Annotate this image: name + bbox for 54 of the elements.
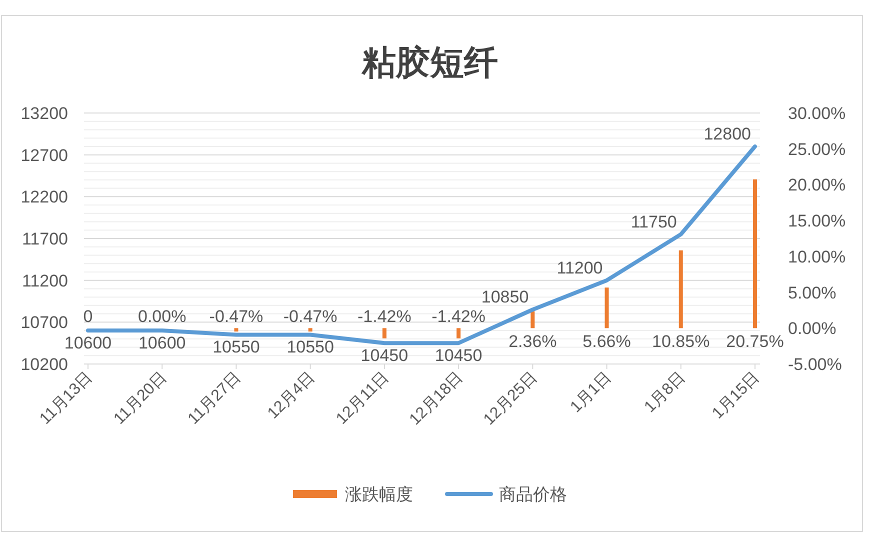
bar [308,328,312,332]
y2-tick-label: -5.00% [788,355,842,374]
data-label: 10600 [64,334,112,353]
y2-tick-label: 30.00% [788,104,846,123]
chart-title: 粘胶短纤 [361,44,498,82]
y-tick-label: 12200 [20,188,68,207]
y2-tick-label: 5.00% [788,283,836,302]
y-tick-label: 11200 [22,271,68,290]
data-label: -1.42% [358,307,412,326]
x-tick-label: 12月4日 [264,368,318,422]
y-tick-label: 12700 [20,146,68,165]
x-tick-label: 12月18日 [406,368,466,429]
y-tick-label: 13200 [20,104,68,123]
data-label: 10450 [434,346,482,366]
x-tick-label: 12月25日 [480,368,540,429]
legend-label: 涨跌幅度 [345,485,413,504]
data-label: -0.47% [283,307,338,326]
data-label: 11750 [630,212,677,232]
y2-tick-label: 15.00% [788,212,846,231]
data-label: 10550 [212,338,260,357]
x-tick-label: 1月1日 [567,368,615,416]
data-label: 5.66% [582,332,631,352]
data-label: 11200 [556,258,603,278]
y2-tick-label: 20.00% [788,176,846,195]
data-label: 10600 [138,334,186,353]
bar [382,328,386,338]
data-label: 0.00% [138,307,186,326]
bar [604,288,609,328]
x-tick-label: 1月15日 [709,368,763,422]
bar [753,179,757,328]
data-label: -0.47% [209,307,264,326]
y-tick-label: 11700 [22,230,68,248]
legend-label: 商品价格 [499,485,567,504]
x-tick-label: 12月11日 [333,368,392,428]
y2-tick-label: 0.00% [788,319,836,338]
x-tick-label: 1月8日 [641,368,689,416]
data-label: 10450 [360,346,408,366]
data-label: -1.42% [432,307,486,326]
x-tick-label: 11月20日 [110,368,170,428]
bar [234,328,238,332]
data-label: 12800 [704,124,751,144]
data-label: 10.85% [652,332,710,352]
data-label: 10550 [286,338,334,357]
bar [678,250,683,328]
data-label: 2.36% [508,332,557,352]
y2-tick-label: 25.00% [788,140,846,159]
bar [456,328,461,338]
y2-tick-label: 10.00% [788,247,846,266]
y-tick-label: 10700 [20,313,68,332]
data-label: 0 [83,307,93,326]
data-label: 20.75% [726,332,784,352]
x-tick-label: 11月27日 [185,368,244,428]
data-label: 10850 [481,288,529,307]
bar [530,311,535,328]
